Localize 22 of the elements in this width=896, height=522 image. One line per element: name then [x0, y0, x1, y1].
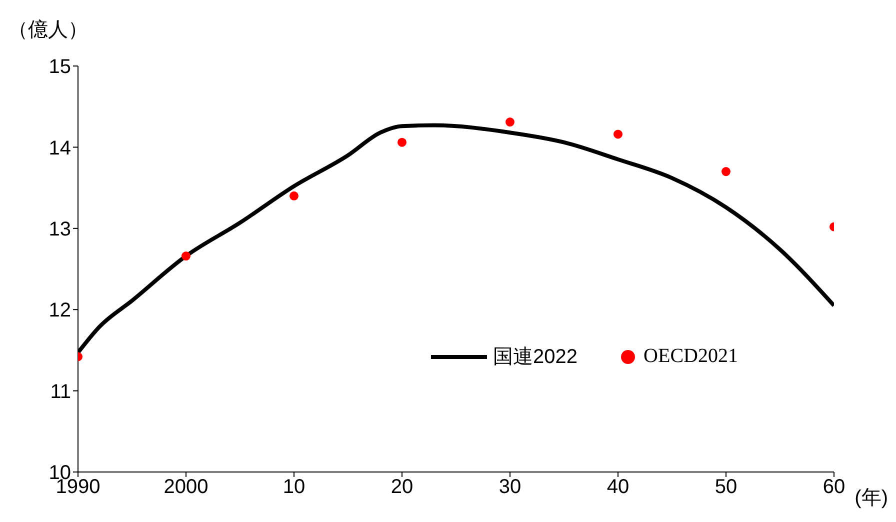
x-tick-label: 10	[282, 476, 306, 498]
point	[397, 138, 407, 147]
legend-label: OECD2021	[644, 345, 738, 368]
x-tick-label: 30	[498, 476, 522, 498]
point	[505, 118, 515, 127]
x-tick-label: 40	[606, 476, 630, 498]
point	[289, 191, 299, 200]
x-tick-label: 60	[822, 476, 846, 498]
y-tick-label: 15	[48, 56, 71, 78]
y-tick-label: 12	[48, 300, 71, 322]
y-tick-label: 11	[50, 380, 71, 403]
y-tick-label: 13	[48, 218, 71, 240]
point	[721, 167, 731, 176]
legend-label: 国連2022	[493, 345, 578, 370]
x-tick-label: 20	[390, 476, 414, 498]
x-tick-label: 50	[714, 476, 738, 498]
x-tick-label: 2000	[164, 476, 208, 498]
point	[613, 130, 623, 139]
y-axis-title: （億人）	[8, 18, 88, 43]
point	[181, 252, 191, 261]
y-tick-label: 14	[48, 137, 71, 160]
x-axis-title: (年)	[854, 486, 888, 511]
